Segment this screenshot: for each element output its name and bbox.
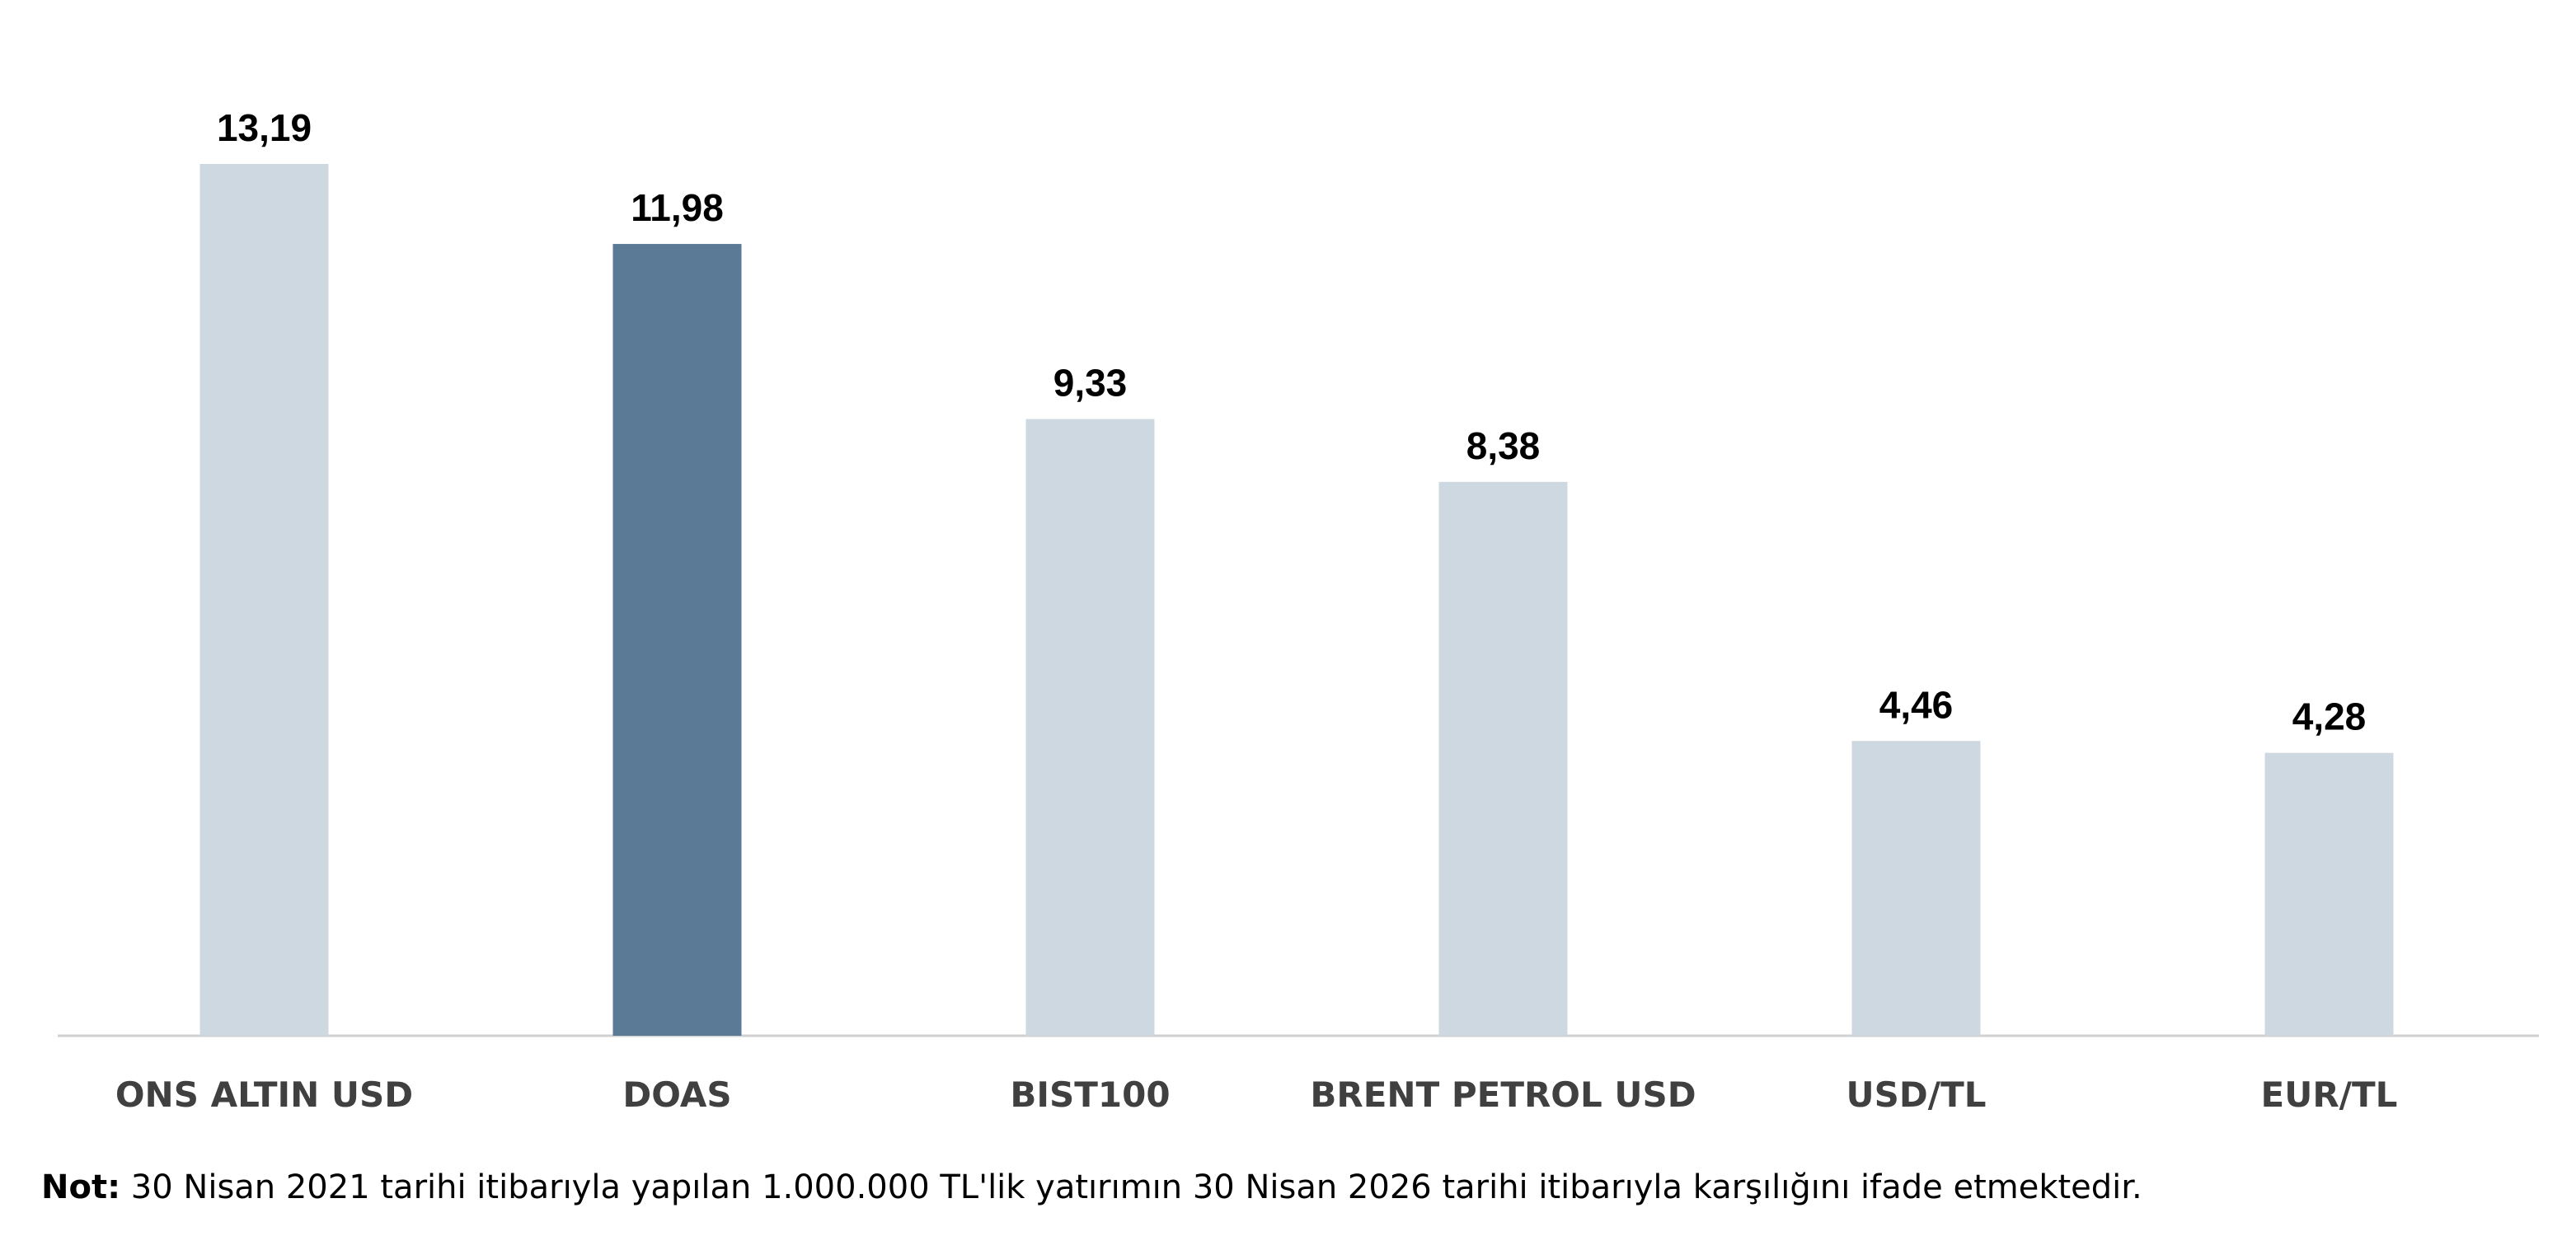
footnote-text: 30 Nisan 2021 tarihi itibarıyla yapılan …	[120, 1168, 2142, 1206]
category-label-bist100: BIST100	[1010, 1074, 1170, 1115]
bar-bist100	[1025, 419, 1155, 1037]
bar-brent-petrol-usd	[1438, 481, 1568, 1036]
value-label-usd-tl: 4,46	[1879, 683, 1954, 726]
value-label-bist100: 9,33	[1053, 362, 1128, 405]
value-label-eur-tl: 4,28	[2292, 695, 2367, 738]
value-label-brent-petrol-usd: 8,38	[1466, 424, 1541, 467]
value-label-ons-altin-usd: 13,19	[217, 106, 312, 149]
bar-ons-altin-usd	[199, 164, 329, 1036]
category-label-usd-tl: USD/TL	[1846, 1074, 1987, 1115]
value-labels-group: 13,19 11,98 9,33 8,38 4,46 4,28	[217, 106, 2366, 738]
bar-doas	[612, 244, 742, 1036]
bar-usd-tl	[1851, 741, 1981, 1036]
footnote: Not: 30 Nisan 2021 tarihi itibarıyla yap…	[41, 1168, 2142, 1206]
category-label-eur-tl: EUR/TL	[2261, 1074, 2398, 1115]
category-labels-group: ONS ALTIN USD DOAS BIST100 BRENT PETROL USD…	[115, 1074, 2398, 1115]
category-label-ons-altin-usd: ONS ALTIN USD	[115, 1074, 413, 1115]
bar-eur-tl	[2264, 752, 2394, 1036]
category-label-brent-petrol-usd: BRENT PETROL USD	[1310, 1074, 1696, 1115]
bars-group	[199, 164, 2394, 1037]
footnote-label: Not:	[41, 1168, 121, 1206]
value-label-doas: 11,98	[631, 186, 724, 229]
category-label-doas: DOAS	[622, 1074, 731, 1115]
